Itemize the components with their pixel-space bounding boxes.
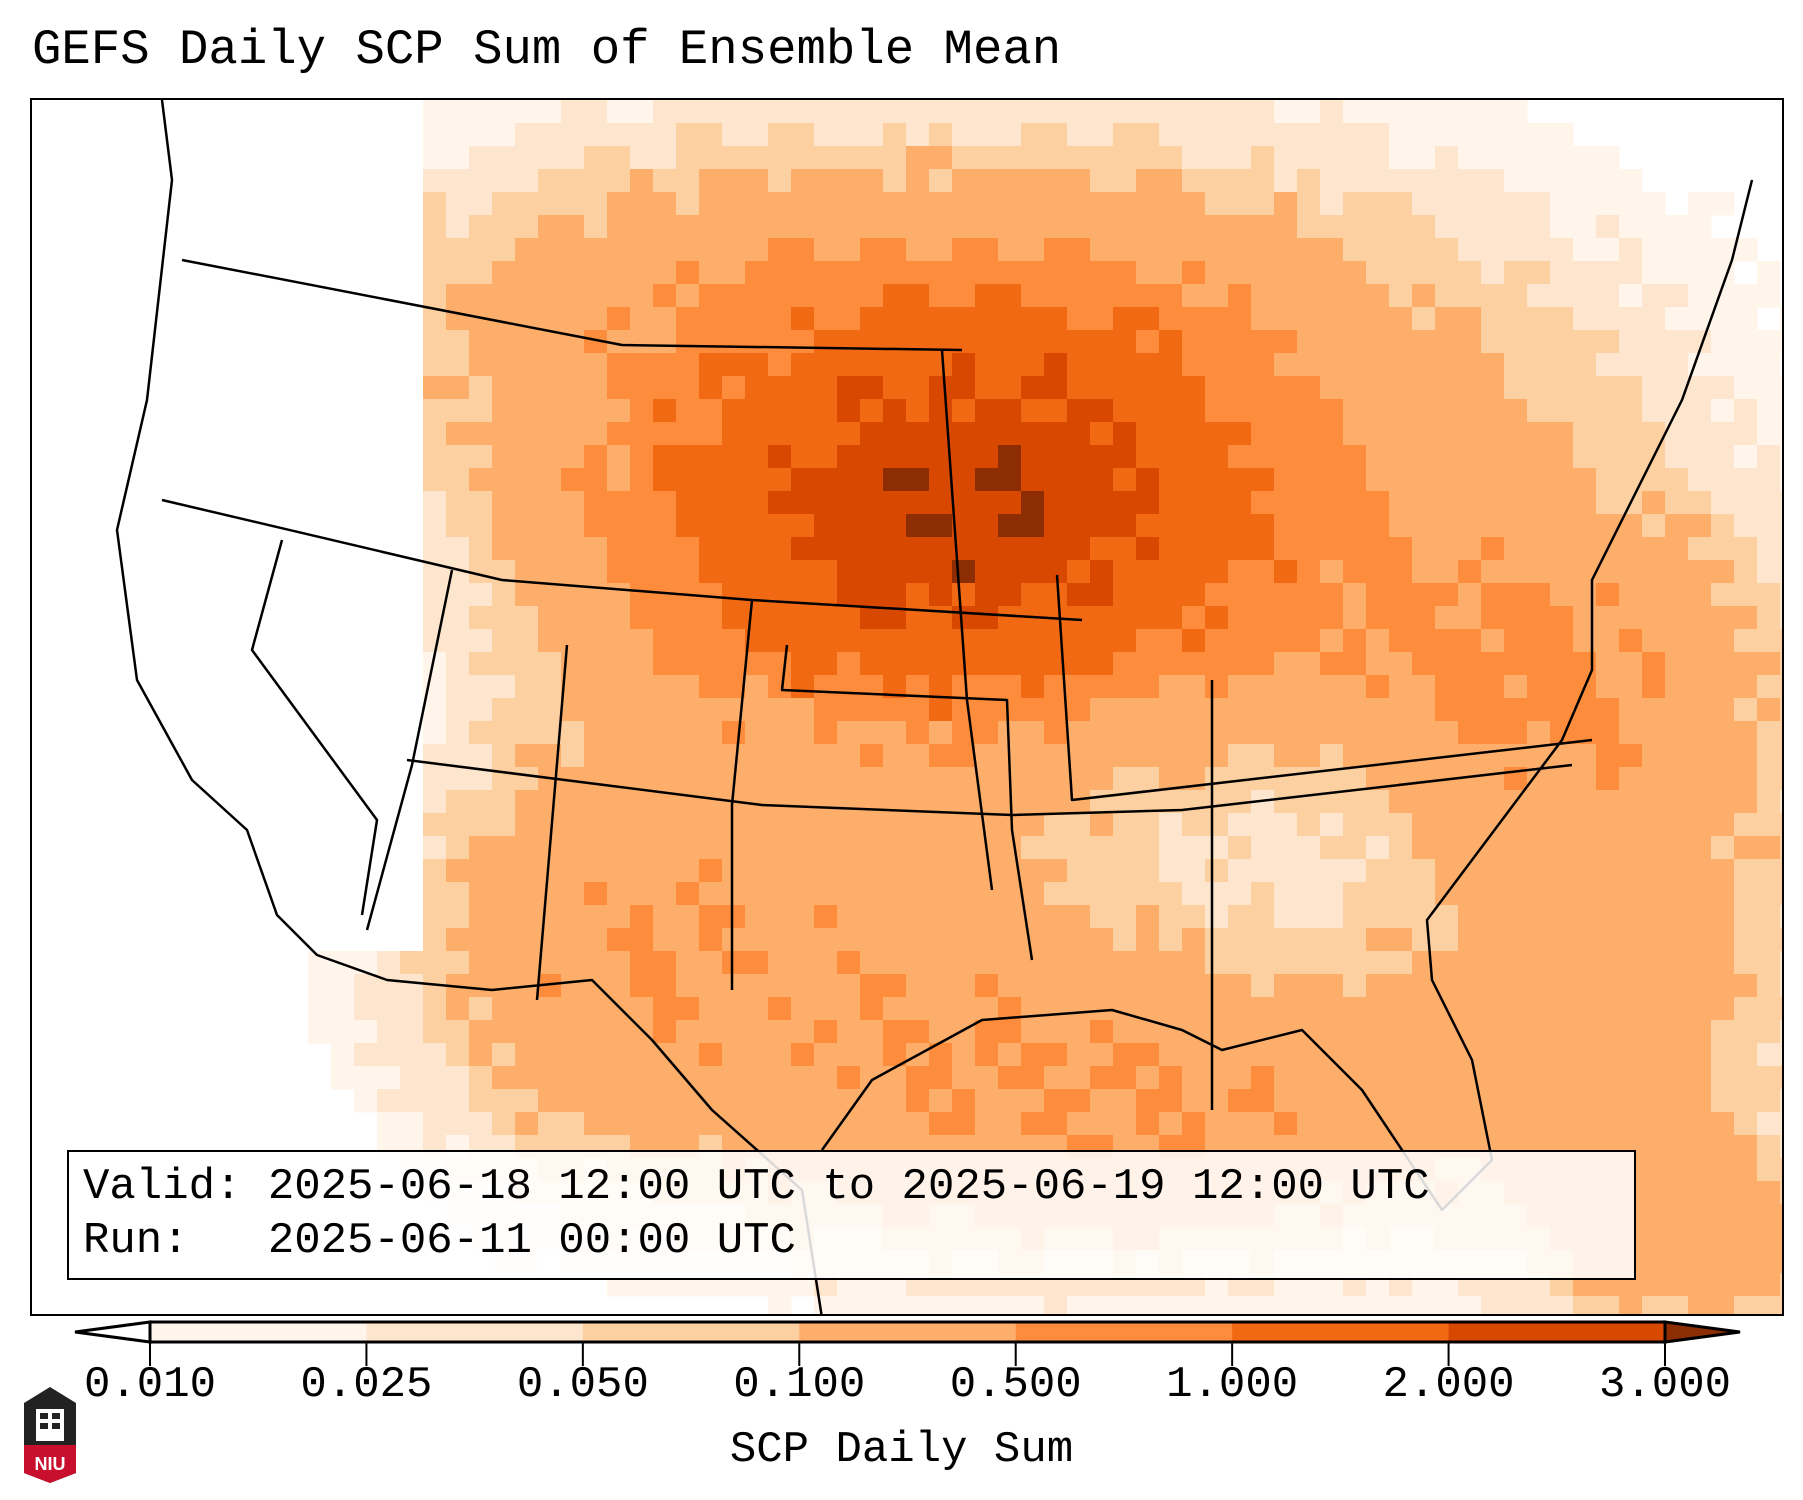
boundary-line — [535, 644, 569, 1001]
colorbar-segment — [150, 1322, 367, 1342]
colorbar-segment — [1232, 1322, 1450, 1342]
colorbar — [74, 1320, 1741, 1366]
run-label: Run: — [83, 1216, 189, 1266]
colorbar-tick-label: 0.100 — [733, 1360, 866, 1410]
colorbar-label: SCP Daily Sum — [729, 1425, 1074, 1475]
colorbar-segment — [799, 1322, 1017, 1342]
colorbar-segment — [366, 1322, 584, 1342]
colorbar-tick-label: 3.000 — [1598, 1360, 1732, 1410]
state-boundaries — [115, 100, 1754, 1314]
colorbar-tick-label: 0.050 — [516, 1360, 649, 1410]
colorbar-tick-label: 0.010 — [83, 1360, 217, 1410]
boundary-line — [181, 258, 963, 352]
boundary-line — [115, 100, 823, 1314]
boundary-line — [820, 179, 1754, 1212]
valid-label: Valid: — [83, 1162, 242, 1212]
map-panel — [30, 98, 1784, 1316]
colorbar-segment — [1448, 1322, 1666, 1342]
info-box: Valid: 2025-06-18 12:00 UTC to 2025-06-1… — [67, 1150, 1636, 1280]
colorbar-tick-label: 0.025 — [300, 1360, 433, 1410]
boundary-line — [1055, 574, 1593, 802]
boundary-line — [780, 644, 1034, 961]
run-value: 2025-06-11 00:00 UTC — [267, 1216, 796, 1266]
boundary-line — [250, 539, 379, 916]
logo-text: NIU — [35, 1454, 66, 1474]
chart-title: GEFS Daily SCP Sum of Ensemble Mean — [32, 22, 1062, 78]
scp-heatmap — [115, 100, 1782, 1314]
colorbar-segment — [582, 1322, 800, 1342]
niu-logo: NIU — [24, 1387, 76, 1483]
boundary-line — [161, 498, 1083, 622]
boundary-line — [365, 569, 454, 931]
colorbar-tick-label: 1.000 — [1166, 1360, 1299, 1410]
colorbar-tick-label: 0.500 — [949, 1360, 1082, 1410]
boundary-line — [940, 349, 994, 891]
colorbar-under-arrow — [74, 1320, 152, 1344]
boundary-line — [730, 599, 754, 990]
colorbar-segment — [1015, 1322, 1233, 1342]
colorbar-tick-label: 2.000 — [1382, 1360, 1515, 1410]
valid-value: 2025-06-18 12:00 UTC to 2025-06-19 12:00… — [267, 1162, 1430, 1212]
colorbar-over-arrow — [1663, 1320, 1741, 1344]
heatmap-cells — [308, 100, 1782, 1314]
